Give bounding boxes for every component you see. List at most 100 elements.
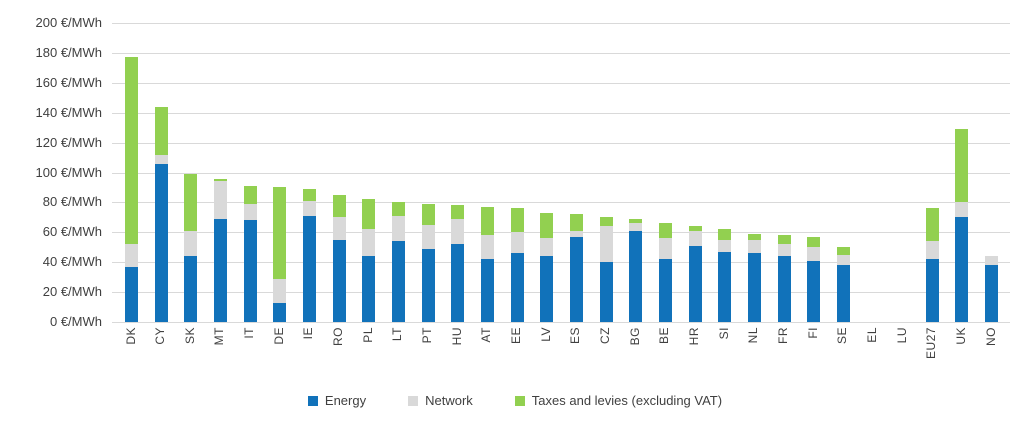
gridline-100 <box>112 172 1010 174</box>
segment-NL-network <box>747 239 761 254</box>
legend-label: Energy <box>324 393 367 408</box>
bar-NO <box>985 256 999 322</box>
segment-BG-taxes <box>629 218 643 224</box>
bar-HR <box>688 226 702 322</box>
x-label-HR: HR <box>687 327 702 346</box>
x-label-LV: LV <box>538 327 553 342</box>
segment-IT-taxes <box>243 185 257 204</box>
x-label-NL: NL <box>746 327 761 344</box>
segment-SK-network <box>184 230 198 257</box>
gridline-40 <box>112 262 1010 264</box>
bar-HU <box>451 205 465 322</box>
segment-BG-network <box>629 223 643 231</box>
segment-RO-energy <box>332 239 346 322</box>
segment-IE-taxes <box>302 188 316 201</box>
x-label-HU: HU <box>449 327 464 346</box>
segment-FR-network <box>777 244 791 257</box>
bar-DE <box>273 187 287 322</box>
gridline-140 <box>112 112 1010 114</box>
bar-BG <box>629 218 643 322</box>
x-label-IE: IE <box>301 327 316 340</box>
segment-ES-taxes <box>569 214 583 231</box>
segment-AT-network <box>480 235 494 260</box>
bar-MT <box>213 178 227 322</box>
segment-SE-energy <box>836 265 850 322</box>
segment-PT-taxes <box>421 203 435 225</box>
segment-NL-taxes <box>747 233 761 240</box>
y-tick-label-200: 200 €/MWh <box>35 15 102 30</box>
segment-BE-network <box>658 238 672 260</box>
x-label-CZ: CZ <box>598 327 613 344</box>
legend-swatch-network <box>408 395 419 406</box>
segment-SE-network <box>836 254 850 266</box>
bar-PT <box>421 203 435 322</box>
segment-CZ-energy <box>599 262 613 322</box>
segment-DE-taxes <box>273 187 287 279</box>
x-label-ES: ES <box>568 327 583 345</box>
gridline-60 <box>112 232 1010 234</box>
gridline-20 <box>112 292 1010 294</box>
gridline-180 <box>112 52 1010 54</box>
segment-PT-energy <box>421 248 435 322</box>
x-label-EL: EL <box>865 327 879 343</box>
segment-LT-energy <box>391 241 405 322</box>
gridline-80 <box>112 202 1010 204</box>
y-tick-label-180: 180 €/MWh <box>35 44 102 60</box>
segment-DE-network <box>273 278 287 303</box>
legend-label: Taxes and levies (excluding VAT) <box>531 393 723 408</box>
x-label-NO: NO <box>983 327 998 346</box>
segment-RO-taxes <box>332 194 346 218</box>
segment-SI-network <box>718 239 732 252</box>
x-label-BG: BG <box>627 327 642 346</box>
segment-EU27-taxes <box>925 208 939 242</box>
segment-LV-energy <box>540 256 554 322</box>
x-label-DK: DK <box>123 327 138 345</box>
y-tick-label-160: 160 €/MWh <box>35 74 102 90</box>
segment-DK-network <box>125 244 138 267</box>
segment-EU27-energy <box>925 259 939 322</box>
x-label-BE: BE <box>657 327 672 345</box>
x-label-LU: LU <box>894 327 909 344</box>
bar-DK <box>125 57 138 322</box>
segment-SI-taxes <box>718 229 732 240</box>
y-tick-label-0: 0 €/MWh <box>49 314 102 329</box>
legend-item-taxes: Taxes and levies (excluding VAT) <box>514 393 723 408</box>
segment-EE-network <box>510 232 524 254</box>
segment-RO-network <box>332 217 346 240</box>
bar-EE <box>510 208 524 322</box>
segment-NO-network <box>985 256 999 266</box>
legend-item-energy: Energy <box>307 393 367 408</box>
segment-PT-network <box>421 224 435 249</box>
bar-UK <box>955 129 969 322</box>
x-label-EU27: EU27 <box>924 327 939 360</box>
segment-HR-taxes <box>688 226 702 231</box>
segment-BE-taxes <box>658 223 672 239</box>
y-tick-label-140: 140 €/MWh <box>35 104 102 120</box>
segment-PL-network <box>362 229 376 257</box>
x-label-SE: SE <box>835 327 850 345</box>
segment-CY-taxes <box>154 106 168 155</box>
x-label-FR: FR <box>776 327 791 344</box>
segment-PL-energy <box>362 256 376 322</box>
bar-BE <box>658 223 672 322</box>
segment-AT-taxes <box>480 206 494 236</box>
y-tick-label-80: 80 €/MWh <box>42 194 102 210</box>
segment-LV-network <box>540 238 554 257</box>
segment-DK-energy <box>125 266 138 322</box>
bar-NL <box>747 233 761 322</box>
bar-AT <box>480 206 494 322</box>
x-label-SI: SI <box>716 327 731 340</box>
segment-HR-network <box>688 230 702 246</box>
bar-FI <box>807 236 821 322</box>
bar-IE <box>302 188 316 322</box>
plot-area <box>112 23 1010 323</box>
x-label-LT: LT <box>390 327 405 342</box>
y-tick-label-60: 60 €/MWh <box>42 224 102 240</box>
x-label-SK: SK <box>182 327 197 345</box>
segment-CZ-taxes <box>599 217 613 227</box>
x-label-CY: CY <box>153 327 168 345</box>
segment-SK-taxes <box>184 174 198 231</box>
segment-NL-energy <box>747 253 761 322</box>
x-label-PL: PL <box>360 327 375 343</box>
